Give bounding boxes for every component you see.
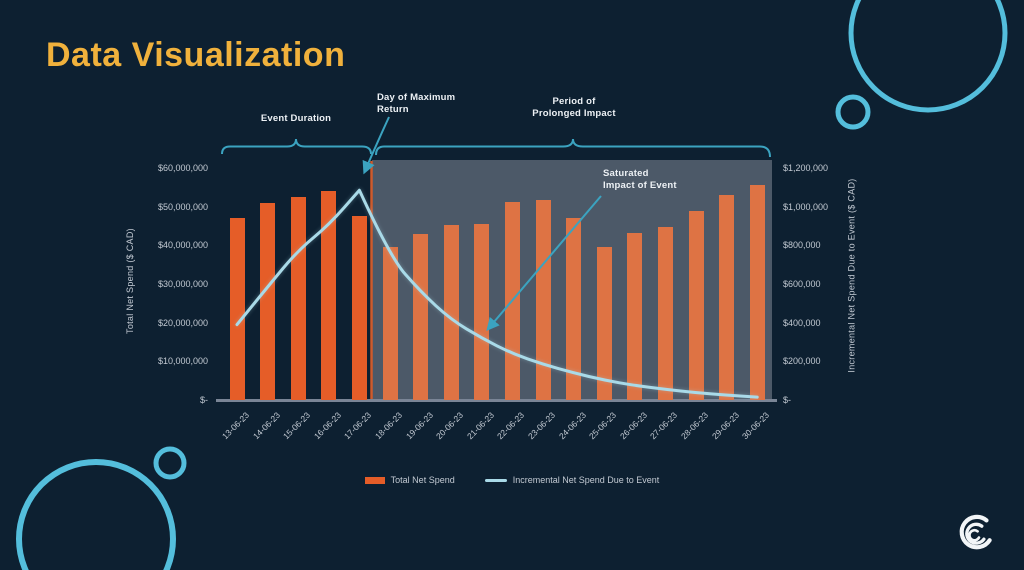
x-label-17-06-23: 17-06-23: [342, 410, 374, 442]
right-tick-3: $600,000: [783, 279, 821, 289]
bar-24-06-23: [566, 218, 582, 400]
left-axis-title: Total Net Spend ($ CAD): [125, 228, 135, 334]
x-label-20-06-23: 20-06-23: [434, 410, 466, 442]
left-tick-5: $10,000,000: [157, 356, 208, 367]
bar-16-06-23: [321, 191, 337, 400]
brace-event-duration: [221, 138, 372, 155]
x-label-15-06-23: 15-06-23: [281, 410, 313, 442]
x-label-27-06-23: 27-06-23: [648, 410, 680, 442]
x-label-22-06-23: 22-06-23: [495, 410, 527, 442]
right-tick-0: $1,200,000: [783, 163, 829, 173]
right-tick-5: $200,000: [783, 356, 821, 367]
x-label-13-06-23: 13-06-23: [219, 410, 252, 442]
brace-period-prolonged-impact: [375, 138, 771, 158]
circle-decoration-top-right-large: [848, 0, 1008, 113]
annotation-event-duration: Event Duration: [260, 113, 332, 124]
left-tick-2: $40,000,000: [157, 240, 208, 251]
left-tick-3: $30,000,000: [157, 279, 208, 289]
bar-18-06-23: [382, 247, 398, 400]
right-axis-title-line2: Net Spend Due to Event ($ CAD): [846, 178, 857, 320]
right-tick-1: $1,000,000: [783, 201, 829, 212]
annotation-saturated-impact: Saturated Impact of Event: [603, 168, 677, 191]
bar-29-06-23: [719, 195, 735, 400]
bar-26-06-23: [627, 233, 643, 400]
left-tick-1: $50,000,000: [157, 201, 208, 212]
right-tick-6: $-: [783, 395, 792, 405]
bar-15-06-23: [290, 197, 306, 400]
right-tick-4: $400,000: [783, 317, 821, 328]
left-tick-0: $60,000,000: [157, 163, 208, 173]
legend-label: Total Net Spend: [390, 475, 455, 485]
bar-30-06-23: [749, 185, 765, 400]
bar-17-06-23: [351, 216, 367, 400]
bar-23-06-23: [535, 199, 551, 400]
bar-21-06-23: [474, 223, 490, 400]
annotation-day-of-maximum-return: Day of Maximum Return: [377, 92, 456, 115]
x-axis-line: [216, 399, 777, 402]
bar-19-06-23: [413, 233, 429, 400]
right-axis-title-line1: Incremental: [846, 322, 857, 373]
left-tick-6: $-: [199, 395, 208, 405]
chart-legend: Total Net Spend Incremental Net Spend Du…: [0, 475, 1024, 485]
bar-22-06-23: [504, 201, 520, 400]
legend-item-total-net-spend: Total Net Spend: [364, 475, 455, 485]
legend-label: Incremental Net Spend Due to Event: [512, 475, 660, 485]
annotation-period-of-prolonged-impact: Period of Prolonged Impact: [532, 96, 616, 119]
bar-13-06-23: [229, 218, 245, 400]
spiral-swirl-logo-icon: [959, 514, 992, 550]
x-label-25-06-23: 25-06-23: [587, 410, 619, 442]
bar-28-06-23: [688, 210, 704, 400]
page-title: Data Visualization: [46, 36, 346, 74]
left-tick-4: $20,000,000: [157, 317, 208, 328]
bar-swatch-icon: [364, 476, 385, 484]
bar-27-06-23: [657, 226, 673, 400]
bar-14-06-23: [260, 202, 276, 400]
right-tick-2: $800,000: [783, 240, 821, 251]
bar-20-06-23: [443, 224, 459, 400]
legend-item-incremental-net-spend: Incremental Net Spend Due to Event: [484, 475, 660, 485]
right-axis-title: Incremental Net Spend Due to Event ($ CA…: [847, 176, 858, 376]
circle-decoration-top-right-small: [835, 94, 871, 130]
circle-decoration-bottom-left-small: [153, 446, 187, 480]
x-label-30-06-23: 30-06-23: [740, 410, 772, 442]
bar-25-06-23: [596, 247, 612, 400]
line-swatch-icon: [484, 478, 507, 482]
